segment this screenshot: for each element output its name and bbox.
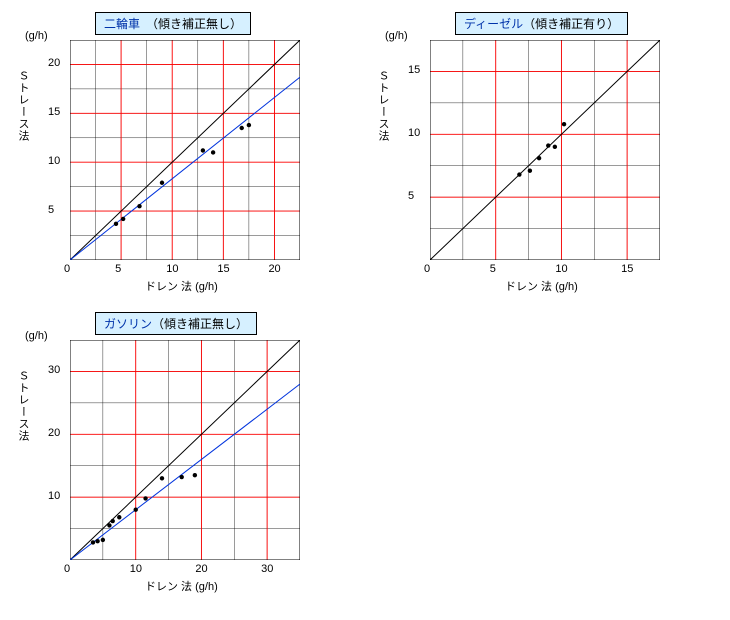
chart3-panel: ガソリン（傾き補正無し） (g/h) Ｓトレース法ドレン 法 (g/h) 0 10 20 3… — [10, 310, 370, 610]
chart1-plot — [70, 40, 300, 260]
chart1-xtick: 0 — [64, 263, 70, 275]
chart1-xtick: 5 — [115, 263, 121, 275]
chart1-xtick: 20 — [268, 263, 280, 275]
chart2-ytick: 5 — [408, 190, 414, 202]
chart3-xtick: 20 — [195, 563, 207, 575]
chart3-ytick: 10 — [48, 490, 60, 502]
chart1-x-label: ドレン 法 (g/h) — [145, 278, 218, 294]
chart3-y-label: Ｓトレース法 — [15, 370, 31, 442]
chart3-title: ガソリン（傾き補正無し） — [95, 312, 257, 335]
chart2-plot — [430, 40, 660, 260]
chart2-y-unit: (g/h) — [385, 30, 408, 42]
chart1-y-unit: (g/h) — [25, 30, 48, 42]
chart3-y-unit: (g/h) — [25, 330, 48, 342]
chart1-ytick: 5 — [48, 204, 54, 216]
chart2-y-label: Ｓトレース法 — [375, 70, 391, 142]
chart1-ytick: 20 — [48, 57, 60, 69]
chart1-y-label: Ｓトレース法 — [15, 70, 31, 142]
chart2-xtick: 5 — [490, 263, 496, 275]
chart3-xtick: 30 — [261, 563, 273, 575]
chart2-ytick: 15 — [408, 64, 420, 76]
chart3-ytick: 30 — [48, 364, 60, 376]
chart2-xtick: 15 — [621, 263, 633, 275]
chart3-ytick: 20 — [48, 427, 60, 439]
chart-grid: 二輪車 （傾き補正無し）(g/h)Ｓトレース法ドレン 法 (g/h)051015… — [10, 10, 720, 610]
chart3-plot — [70, 340, 300, 560]
chart3-x-label: ドレン 法 (g/h) — [145, 578, 218, 594]
chart2-xtick: 10 — [555, 263, 567, 275]
chart2-title: ディーゼル（傾き補正有り） — [455, 12, 628, 35]
chart2-x-label: ドレン 法 (g/h) — [505, 278, 578, 294]
chart1-title: 二輪車 （傾き補正無し） — [95, 12, 251, 35]
chart1-ytick: 15 — [48, 106, 60, 118]
chart1-xtick: 10 — [166, 263, 178, 275]
chart3-xtick: 0 — [64, 563, 70, 575]
chart3-xtick: 10 — [130, 563, 142, 575]
chart1-ytick: 10 — [48, 155, 60, 167]
chart2-xtick: 0 — [424, 263, 430, 275]
chart2-panel: ディーゼル（傾き補正有り） (g/h) Ｓトレース法ドレン 法 (g/h) 0 5 10 1… — [370, 10, 730, 310]
chart1-xtick: 15 — [217, 263, 229, 275]
chart1-panel: 二輪車 （傾き補正無し） (g/h) Ｓトレース法ドレン 法 (g/h) 0 5 10 15… — [10, 10, 370, 310]
chart2-ytick: 10 — [408, 127, 420, 139]
